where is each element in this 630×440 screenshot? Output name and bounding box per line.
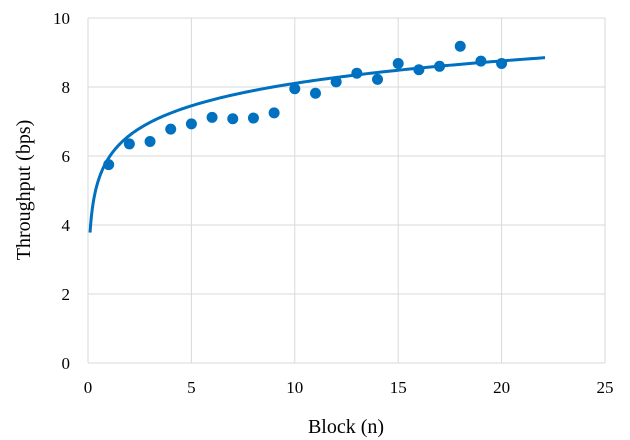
- data-point: [496, 58, 508, 70]
- data-point: [413, 64, 425, 76]
- x-tick-label: 15: [390, 378, 407, 397]
- y-tick-labels: 0 2 4 6 8 10: [53, 9, 71, 373]
- y-tick-label: 4: [62, 216, 71, 235]
- x-tick-label: 5: [187, 378, 196, 397]
- data-point: [185, 118, 197, 130]
- data-point: [392, 58, 404, 70]
- trendline-group: [88, 56, 546, 233]
- data-point: [330, 76, 342, 88]
- x-tick-label: 10: [286, 378, 303, 397]
- data-point: [289, 83, 301, 95]
- x-axis-title: Block (n): [308, 416, 384, 438]
- y-axis-title: Throughput (bps): [13, 120, 35, 261]
- data-point: [372, 73, 384, 85]
- x-tick-label: 25: [597, 378, 614, 397]
- data-point: [103, 159, 115, 171]
- x-tick-label: 20: [493, 378, 510, 397]
- data-point: [475, 55, 487, 67]
- y-tick-label: 6: [62, 147, 71, 166]
- x-tick-labels: 0 5 10 15 20 25: [84, 378, 614, 397]
- data-point: [165, 123, 177, 135]
- data-points: [103, 40, 508, 171]
- x-tick-label: 0: [84, 378, 93, 397]
- y-tick-label: 10: [53, 9, 70, 28]
- data-point: [434, 60, 446, 72]
- trendline: [88, 56, 546, 233]
- y-tick-label: 2: [62, 285, 71, 304]
- y-tick-label: 8: [62, 78, 71, 97]
- y-tick-label: 0: [62, 354, 71, 373]
- data-point: [309, 87, 321, 99]
- data-point: [247, 112, 259, 124]
- data-point: [454, 40, 466, 52]
- data-point: [206, 111, 218, 123]
- data-point: [123, 138, 135, 150]
- data-point: [227, 113, 239, 125]
- gridlines: [87, 17, 606, 364]
- data-point: [351, 67, 363, 79]
- data-point: [144, 136, 156, 148]
- data-point: [268, 107, 280, 119]
